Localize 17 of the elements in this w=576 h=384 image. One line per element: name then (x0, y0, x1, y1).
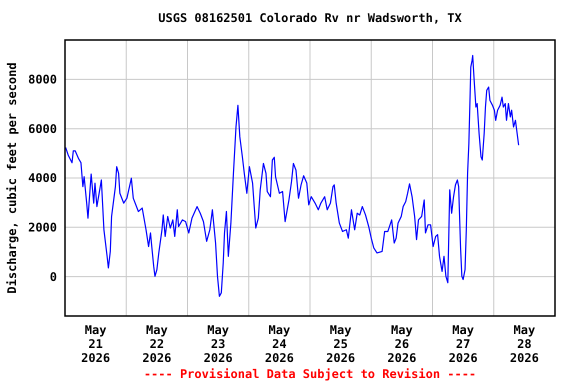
x-tick-label: May 24 2026 (264, 323, 294, 365)
y-axis-title: Discharge, cubic feet per second (5, 62, 19, 294)
x-tick-label: May 22 2026 (142, 323, 172, 365)
text: ---- Provisional Data Subject to Revision ---- (144, 367, 476, 381)
y-tick-label: 4000 (28, 171, 57, 186)
chart-title: USGS 08162501 Colorado Rv nr Wadsworth, TX (158, 11, 462, 25)
y-tick-label: 6000 (28, 122, 57, 136)
x-tick-label: May 27 2026 (448, 323, 478, 365)
y-tick-label: 0 (50, 270, 57, 284)
y-tick-label: 2000 (28, 220, 57, 234)
line-series (65, 54, 520, 297)
x-tick-label: May 28 2026 (510, 323, 539, 365)
x-tick-label: May 21 2026 (81, 323, 110, 365)
x-tick-label: May 26 2026 (387, 323, 416, 365)
y-tick-label: 8000 (28, 72, 57, 87)
x-tick-label: May 23 2026 (204, 323, 233, 365)
x-tick-label: May 25 2026 (326, 323, 356, 365)
